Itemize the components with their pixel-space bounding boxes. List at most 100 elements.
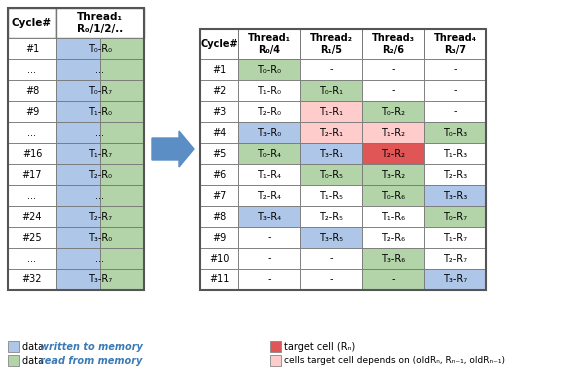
Text: T₃-R₇: T₃-R₇ [88,275,112,285]
Bar [8,164,56,185]
Text: #17: #17 [22,169,42,180]
Text: T₁-R₃: T₁-R₃ [443,148,467,159]
Bar [424,80,486,101]
Bar [424,143,486,164]
Bar [100,269,144,290]
Bar [270,355,281,366]
Bar [424,248,486,269]
Bar [56,8,144,38]
Text: T₀-R₀: T₀-R₀ [257,64,281,74]
Bar [238,143,300,164]
Text: ...: ... [95,64,105,74]
Text: #11: #11 [209,275,229,285]
Bar [100,227,144,248]
Text: T₂-R₇: T₂-R₇ [443,254,467,264]
Bar [100,80,144,101]
Text: T₂-R₄: T₂-R₄ [257,190,281,200]
Bar [200,185,238,206]
Text: #24: #24 [22,212,42,221]
Bar [238,122,300,143]
Bar [362,227,424,248]
Text: #9: #9 [212,233,226,242]
Bar [424,59,486,80]
Text: T₂-R₁: T₂-R₁ [319,128,343,138]
Bar [8,80,56,101]
Text: T₀-R₇: T₀-R₇ [88,86,112,95]
Text: T₁-R₁: T₁-R₁ [319,107,343,116]
Bar [362,185,424,206]
Bar [56,59,100,80]
Bar [424,269,486,290]
Bar [200,122,238,143]
Bar [300,29,362,59]
Bar [238,185,300,206]
Bar [8,38,56,59]
Text: -: - [453,107,457,116]
Text: ...: ... [27,64,36,74]
Text: read from memory: read from memory [40,356,142,365]
Text: #10: #10 [209,254,229,264]
Bar [100,143,144,164]
Bar [100,206,144,227]
Text: T₃-R₅: T₃-R₅ [319,233,343,242]
Bar [300,122,362,143]
Text: T₀-R₂: T₀-R₂ [381,107,405,116]
Bar [8,8,144,290]
Bar [300,101,362,122]
Bar [8,355,19,366]
Bar [200,164,238,185]
Text: #8: #8 [212,212,226,221]
Text: T₃-R₆: T₃-R₆ [381,254,405,264]
Text: #16: #16 [22,148,42,159]
Bar [8,101,56,122]
Bar [8,341,19,352]
Text: T₃-R₇: T₃-R₇ [443,275,467,285]
Text: Thread₃
R₂/6: Thread₃ R₂/6 [371,33,415,55]
Bar [200,29,486,290]
Text: ...: ... [27,190,36,200]
Bar [300,227,362,248]
FancyArrow shape [152,131,194,167]
Bar [300,80,362,101]
Bar [200,59,238,80]
Text: #32: #32 [22,275,42,285]
Text: #4: #4 [212,128,226,138]
Text: T₃-R₀: T₃-R₀ [257,128,281,138]
Text: T₃-R₄: T₃-R₄ [257,212,281,221]
Bar [56,143,100,164]
Text: #25: #25 [22,233,42,242]
Bar [56,164,100,185]
Bar [238,59,300,80]
Bar [424,227,486,248]
Bar [200,248,238,269]
Text: T₂-R₃: T₂-R₃ [443,169,467,180]
Bar [200,80,238,101]
Bar [424,29,486,59]
Bar [362,164,424,185]
Text: T₁-R₂: T₁-R₂ [381,128,405,138]
Text: -: - [391,64,395,74]
Text: -: - [329,64,333,74]
Text: #8: #8 [25,86,39,95]
Text: T₁-R₀: T₁-R₀ [257,86,281,95]
Bar [362,248,424,269]
Text: T₁-R₆: T₁-R₆ [381,212,405,221]
Text: #3: #3 [212,107,226,116]
Text: #9: #9 [25,107,39,116]
Text: T₃-R₁: T₃-R₁ [319,148,343,159]
Bar [100,185,144,206]
Bar [300,206,362,227]
Text: #1: #1 [25,43,39,53]
Text: Cycle#: Cycle# [12,18,52,28]
Bar [100,101,144,122]
Bar [56,206,100,227]
Text: T₀-R₀: T₀-R₀ [88,43,112,53]
Bar [424,206,486,227]
Bar [56,38,100,59]
Text: Thread₁
R₀/1/2/..: Thread₁ R₀/1/2/.. [77,12,123,34]
Text: T₂-R₇: T₂-R₇ [88,212,112,221]
Text: ...: ... [95,128,105,138]
Text: T₁-R₀: T₁-R₀ [88,107,112,116]
Bar [56,101,100,122]
Text: Cycle#: Cycle# [200,39,238,49]
